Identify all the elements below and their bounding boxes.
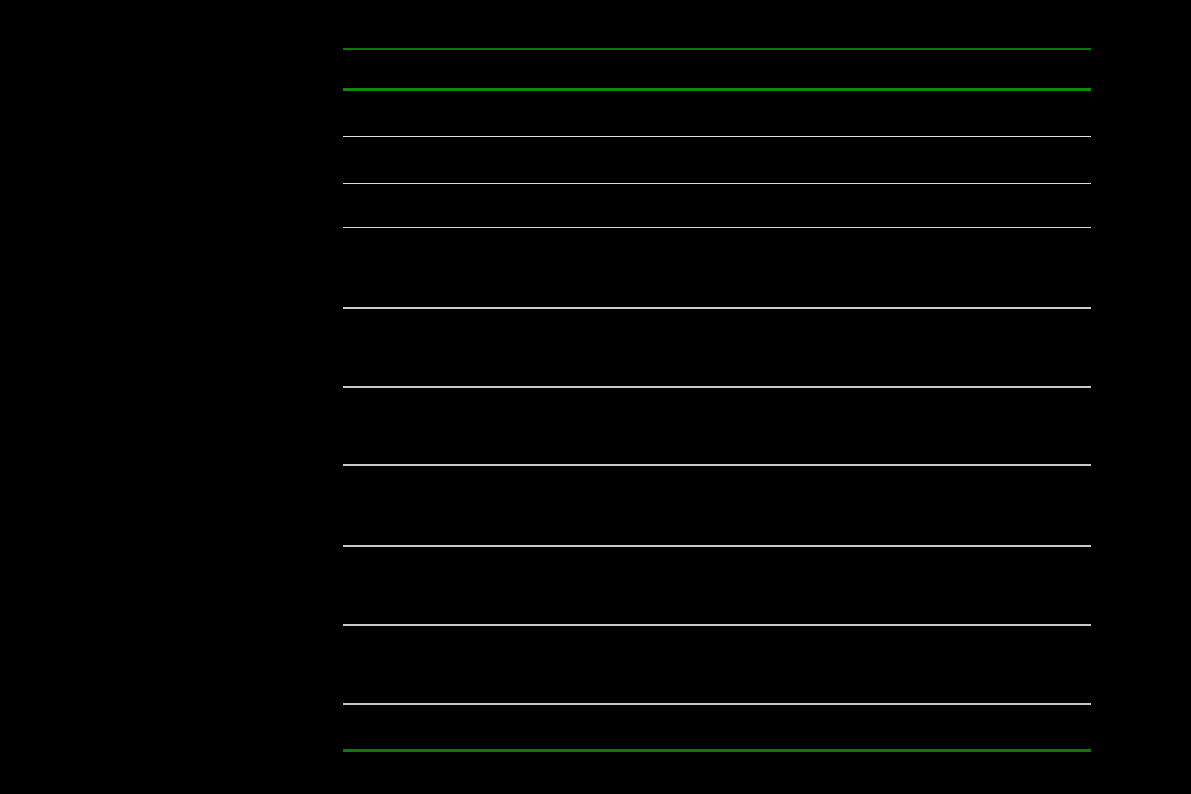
rule-gray-8 <box>343 624 1091 626</box>
rule-gray-1 <box>343 136 1091 137</box>
rule-gray-9 <box>343 703 1091 705</box>
rule-gray-7 <box>343 545 1091 547</box>
rule-green-second <box>343 88 1091 91</box>
rule-gray-4 <box>343 307 1091 309</box>
rule-green-bottom <box>343 749 1091 752</box>
left-margin-gutter <box>0 0 343 794</box>
rule-gray-5 <box>343 386 1091 388</box>
rule-gray-6 <box>343 464 1091 466</box>
rule-gray-3 <box>343 227 1091 228</box>
rule-gray-2 <box>343 183 1091 184</box>
right-margin-gutter <box>1091 0 1191 794</box>
rule-green-top <box>343 48 1091 50</box>
